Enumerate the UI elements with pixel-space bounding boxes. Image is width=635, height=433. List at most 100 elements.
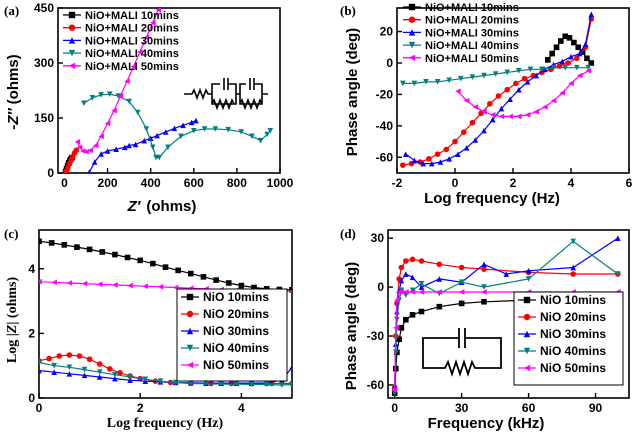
series-line-4	[83, 93, 271, 159]
y-tick-label: 2	[28, 326, 35, 340]
data-point	[156, 154, 163, 161]
data-point	[525, 276, 532, 282]
y-tick-label: 30	[371, 231, 385, 245]
data-point	[203, 380, 209, 387]
data-point	[458, 279, 465, 285]
data-point	[124, 254, 131, 261]
data-point	[400, 80, 406, 87]
data-point	[565, 60, 571, 66]
data-point	[562, 33, 568, 40]
data-point	[132, 141, 139, 148]
legend-marker	[186, 310, 194, 318]
legend-marker	[186, 327, 194, 335]
legend-marker	[408, 29, 416, 36]
data-point	[79, 148, 86, 154]
x-tick-label: 2	[137, 401, 144, 415]
data-point	[188, 270, 194, 277]
data-point	[48, 240, 55, 246]
legend-marker	[523, 313, 531, 321]
data-point	[558, 38, 564, 44]
data-point	[452, 138, 458, 145]
plot-frame	[57, 7, 281, 174]
data-point	[411, 157, 418, 164]
data-point	[446, 156, 452, 162]
legend-label: NiO 20mins	[203, 307, 269, 321]
data-point	[238, 129, 245, 135]
data-point	[489, 112, 496, 118]
data-point	[111, 107, 117, 114]
data-point	[525, 267, 532, 274]
panel-a-y-axis-title: -Z″(ohms)	[5, 54, 22, 129]
data-point	[524, 79, 531, 85]
series-line-3	[88, 120, 197, 173]
data-point	[409, 312, 416, 318]
legend-marker	[68, 62, 76, 69]
data-point	[398, 277, 405, 284]
data-point	[458, 75, 464, 82]
data-point	[106, 91, 113, 97]
data-point	[418, 289, 425, 295]
x-tick-label: 2	[510, 176, 517, 190]
panel-label-c: (c)	[4, 226, 18, 241]
data-point	[51, 369, 57, 375]
data-point	[409, 274, 416, 281]
data-point	[481, 261, 487, 268]
legend-marker	[68, 11, 76, 19]
legend-label: NiO 10mins	[203, 290, 269, 304]
data-point	[130, 63, 137, 70]
series-line-4	[394, 240, 619, 394]
y-tick-label: -60	[367, 378, 385, 392]
data-point	[576, 50, 583, 57]
legend-marker	[408, 3, 416, 11]
data-point	[542, 104, 548, 110]
data-point	[495, 93, 502, 99]
data-point	[516, 86, 522, 93]
data-point	[162, 264, 169, 270]
legend-frame	[176, 288, 288, 382]
panel-d-y-axis-title: Phase angle (deg)	[343, 262, 360, 390]
x-tick-label: 0	[452, 176, 459, 190]
data-point	[126, 98, 132, 105]
data-point	[188, 380, 194, 387]
data-point	[436, 276, 443, 282]
x-tick-label: 60	[522, 401, 536, 415]
data-point	[112, 375, 118, 382]
data-point	[463, 97, 470, 104]
data-point	[117, 370, 123, 376]
circuit-rc-element-1	[211, 78, 240, 111]
data-point	[96, 369, 103, 375]
data-point	[66, 352, 73, 358]
data-point	[238, 282, 245, 289]
x-tick-label: -2	[392, 176, 403, 190]
panel-d-circuit-inset	[422, 328, 502, 377]
legend-label: NiO+MALI 10mins	[425, 2, 519, 14]
legend-label: NiO+MALI 10mins	[85, 10, 179, 22]
data-point	[443, 146, 450, 153]
data-point	[481, 72, 487, 79]
data-point	[107, 366, 113, 372]
data-point	[507, 96, 513, 102]
y-tick-label: -30	[367, 329, 385, 343]
data-point	[143, 34, 150, 41]
data-point	[398, 325, 405, 331]
data-point	[142, 283, 149, 290]
data-point	[66, 364, 73, 371]
data-point	[436, 261, 443, 268]
data-point	[403, 271, 409, 277]
legend-marker	[68, 37, 76, 44]
data-point	[87, 147, 94, 154]
legend-label: NiO+MALI 20mins	[85, 23, 179, 35]
data-point	[550, 64, 557, 71]
data-point	[141, 137, 148, 144]
data-point	[458, 300, 465, 307]
data-point	[201, 126, 208, 132]
data-point	[81, 280, 88, 287]
data-point	[559, 58, 566, 65]
data-point	[99, 249, 106, 255]
data-point	[76, 353, 83, 359]
data-point	[615, 235, 621, 241]
legend-marker	[523, 364, 531, 372]
legend-label: NiO 10mins	[540, 293, 606, 307]
data-point	[98, 151, 104, 157]
